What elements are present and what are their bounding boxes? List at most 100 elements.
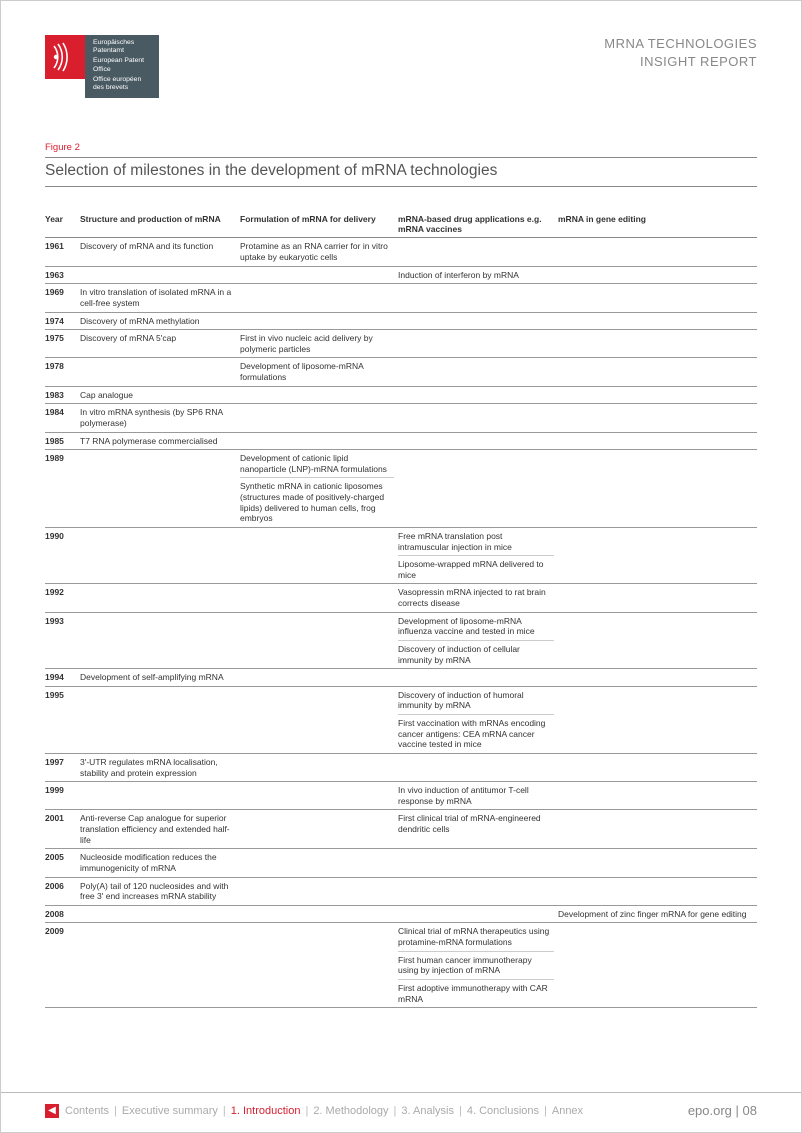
- cell-formulation: [240, 404, 398, 432]
- logo-text-de: Europäisches Patentamt: [93, 39, 151, 56]
- cell-applications: [398, 284, 558, 312]
- cell-formulation: [240, 584, 398, 612]
- header-titles: MRNA TECHNOLOGIES INSIGHT REPORT: [604, 35, 757, 71]
- nav-conclusions[interactable]: 4. Conclusions: [467, 1105, 539, 1117]
- milestones-table: Year Structure and production of mRNA Fo…: [45, 211, 757, 1008]
- cell-structure: Anti-reverse Cap analogue for superior t…: [80, 810, 240, 849]
- cell-structure: In vitro translation of isolated mRNA in…: [80, 284, 240, 312]
- table-row: 1969In vitro translation of isolated mRN…: [45, 284, 757, 312]
- nav-contents[interactable]: Contents: [65, 1105, 109, 1117]
- table-row: 2001Anti-reverse Cap analogue for superi…: [45, 810, 757, 849]
- cell-year: 1984: [45, 404, 80, 432]
- logo-text-en: European Patent Office: [93, 57, 151, 74]
- col-header-year: Year: [45, 211, 80, 238]
- cell-formulation: [240, 782, 398, 810]
- cell-applications: Development of liposome-mRNA influenza v…: [398, 612, 558, 669]
- cell-formulation: Development of cationic lipid nanopartic…: [240, 450, 398, 528]
- nav-analysis[interactable]: 3. Analysis: [401, 1105, 454, 1117]
- cell-year: 1989: [45, 450, 80, 528]
- cell-structure: Discovery of mRNA and its function: [80, 238, 240, 266]
- cell-formulation: [240, 810, 398, 849]
- cell-structure: [80, 358, 240, 386]
- nav-method[interactable]: 2. Methodology: [313, 1105, 388, 1117]
- page-footer: ◀ Contents| Executive summary| 1. Introd…: [1, 1092, 801, 1132]
- cell-formulation: [240, 923, 398, 1008]
- table-row: 2005Nucleoside modification reduces the …: [45, 849, 757, 877]
- cell-formulation: [240, 686, 398, 753]
- cell-gene-editing: [558, 284, 757, 312]
- cell-structure: Poly(A) tail of 120 nucleosides and with…: [80, 877, 240, 905]
- cell-year: 1975: [45, 330, 80, 358]
- logo-text-fr: Office européen des brevets: [93, 76, 151, 93]
- cell-formulation: [240, 849, 398, 877]
- nav-annex[interactable]: Annex: [552, 1105, 583, 1117]
- cell-formulation: [240, 612, 398, 669]
- cell-formulation: [240, 527, 398, 584]
- footer-site[interactable]: epo.org: [688, 1103, 732, 1118]
- cell-structure: 3'-UTR regulates mRNA localisation, stab…: [80, 753, 240, 781]
- cell-structure: [80, 450, 240, 528]
- cell-gene-editing: [558, 686, 757, 753]
- cell-year: 1993: [45, 612, 80, 669]
- cell-applications: Clinical trial of mRNA therapeutics usin…: [398, 923, 558, 1008]
- cell-structure: [80, 584, 240, 612]
- table-row: 1992Vasopressin mRNA injected to rat bra…: [45, 584, 757, 612]
- col-header-c: mRNA-based drug applications e.g. mRNA v…: [398, 211, 558, 238]
- cell-gene-editing: [558, 450, 757, 528]
- table-row: 1999In vivo induction of antitumor T-cel…: [45, 782, 757, 810]
- table-row: 1978Development of liposome-mRNA formula…: [45, 358, 757, 386]
- cell-structure: Discovery of mRNA 5'cap: [80, 330, 240, 358]
- cell-structure: Nucleoside modification reduces the immu…: [80, 849, 240, 877]
- cell-applications: Discovery of induction of humoral immuni…: [398, 686, 558, 753]
- cell-structure: [80, 612, 240, 669]
- cell-year: 1969: [45, 284, 80, 312]
- table-row: 1985T7 RNA polymerase commercialised: [45, 432, 757, 450]
- page-header: Europäisches Patentamt European Patent O…: [45, 35, 757, 98]
- page-number: 08: [743, 1103, 757, 1118]
- cell-formulation: Development of liposome-mRNA formulation…: [240, 358, 398, 386]
- table-row: 1993 Development of liposome-mRNA influen…: [45, 612, 757, 669]
- epo-logo-icon: [45, 35, 85, 79]
- cell-gene-editing: [558, 238, 757, 266]
- cell-applications: [398, 753, 558, 781]
- cell-structure: [80, 905, 240, 923]
- cell-applications: [398, 358, 558, 386]
- cell-formulation: [240, 753, 398, 781]
- cell-applications: [398, 238, 558, 266]
- cell-year: 2005: [45, 849, 80, 877]
- cell-applications: [398, 404, 558, 432]
- cell-gene-editing: [558, 753, 757, 781]
- table-header-row: Year Structure and production of mRNA Fo…: [45, 211, 757, 238]
- col-header-a: Structure and production of mRNA: [80, 211, 240, 238]
- col-header-d: mRNA in gene editing: [558, 211, 757, 238]
- header-title-2: INSIGHT REPORT: [604, 53, 757, 71]
- table-row: 1961Discovery of mRNA and its functionPr…: [45, 238, 757, 266]
- cell-applications: [398, 432, 558, 450]
- table-row: 1974Discovery of mRNA methylation: [45, 312, 757, 330]
- cell-gene-editing: [558, 312, 757, 330]
- cell-gene-editing: [558, 358, 757, 386]
- table-body: 1961Discovery of mRNA and its functionPr…: [45, 238, 757, 1008]
- back-icon[interactable]: ◀: [45, 1104, 59, 1118]
- cell-structure: Cap analogue: [80, 386, 240, 404]
- cell-structure: [80, 923, 240, 1008]
- nav-intro[interactable]: 1. Introduction: [231, 1105, 301, 1117]
- cell-gene-editing: [558, 527, 757, 584]
- cell-gene-editing: [558, 386, 757, 404]
- cell-gene-editing: [558, 877, 757, 905]
- cell-year: 2009: [45, 923, 80, 1008]
- epo-logo: Europäisches Patentamt European Patent O…: [45, 35, 159, 98]
- header-title-1: MRNA TECHNOLOGIES: [604, 35, 757, 53]
- col-header-b: Formulation of mRNA for delivery: [240, 211, 398, 238]
- cell-formulation: [240, 386, 398, 404]
- cell-applications: [398, 669, 558, 687]
- cell-year: 1999: [45, 782, 80, 810]
- cell-year: 2008: [45, 905, 80, 923]
- cell-year: 1963: [45, 266, 80, 284]
- cell-applications: [398, 905, 558, 923]
- table-row: 1990Free mRNA translation post intramusc…: [45, 527, 757, 584]
- nav-exec[interactable]: Executive summary: [122, 1105, 218, 1117]
- cell-gene-editing: [558, 849, 757, 877]
- cell-formulation: [240, 312, 398, 330]
- cell-year: 1997: [45, 753, 80, 781]
